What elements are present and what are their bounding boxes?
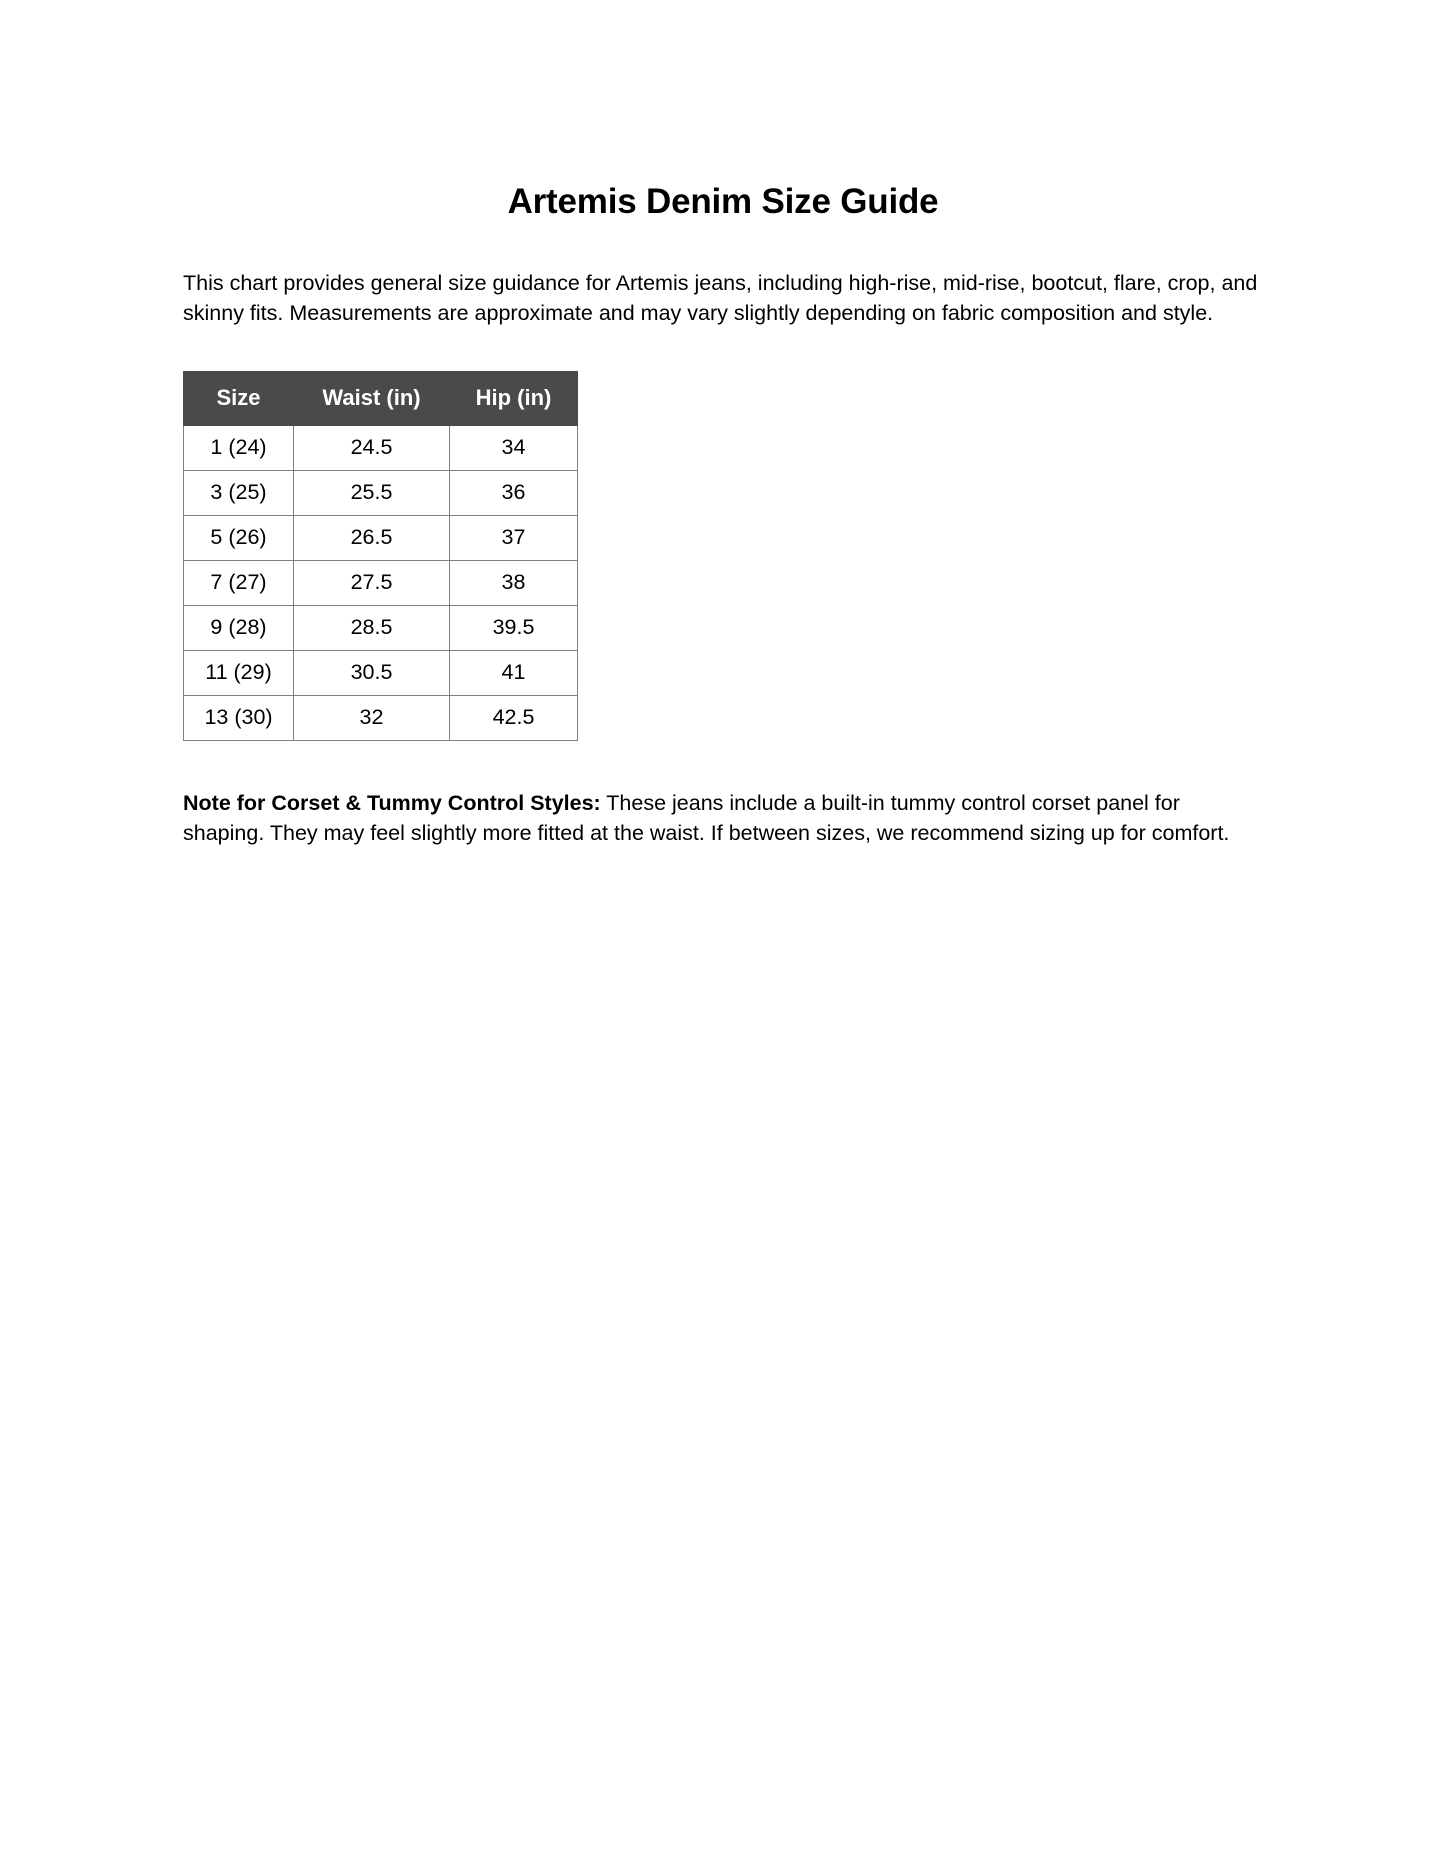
cell-waist: 30.5 bbox=[293, 650, 450, 697]
cell-hip: 39.5 bbox=[449, 605, 578, 652]
size-table-container: Size Waist (in) Hip (in) 1 (24) 24.5 34 … bbox=[183, 328, 1263, 742]
cell-size: 7 (27) bbox=[183, 560, 294, 607]
cell-waist: 24.5 bbox=[293, 425, 450, 472]
cell-size: 13 (30) bbox=[183, 695, 294, 742]
cell-hip: 42.5 bbox=[449, 695, 578, 742]
cell-waist: 26.5 bbox=[293, 515, 450, 562]
table-row: 9 (28) 28.5 39.5 bbox=[183, 605, 578, 652]
table-header-row: Size Waist (in) Hip (in) bbox=[183, 371, 578, 427]
column-header-size: Size bbox=[183, 371, 294, 427]
table-header: Size Waist (in) Hip (in) bbox=[183, 371, 578, 427]
cell-waist: 27.5 bbox=[293, 560, 450, 607]
page-title: Artemis Denim Size Guide bbox=[507, 182, 939, 221]
note-paragraph: Note for Corset & Tummy Control Styles: … bbox=[183, 741, 1248, 848]
table-row: 5 (26) 26.5 37 bbox=[183, 515, 578, 562]
column-header-hip: Hip (in) bbox=[449, 371, 578, 427]
note-text: These jeans include a built-in tummy con… bbox=[183, 791, 1230, 845]
size-chart-table: Size Waist (in) Hip (in) 1 (24) 24.5 34 … bbox=[183, 371, 578, 742]
cell-hip: 41 bbox=[449, 650, 578, 697]
table-row: 1 (24) 24.5 34 bbox=[183, 425, 578, 472]
cell-size: 5 (26) bbox=[183, 515, 294, 562]
cell-waist: 28.5 bbox=[293, 605, 450, 652]
table-body: 1 (24) 24.5 34 3 (25) 25.5 36 5 (26) 26.… bbox=[183, 425, 578, 742]
cell-waist: 25.5 bbox=[293, 470, 450, 517]
table-row: 3 (25) 25.5 36 bbox=[183, 470, 578, 517]
cell-hip: 34 bbox=[449, 425, 578, 472]
column-header-waist: Waist (in) bbox=[293, 371, 450, 427]
table-row: 7 (27) 27.5 38 bbox=[183, 560, 578, 607]
cell-size: 9 (28) bbox=[183, 605, 294, 652]
table-row: 13 (30) 32 42.5 bbox=[183, 695, 578, 742]
cell-hip: 37 bbox=[449, 515, 578, 562]
table-row: 11 (29) 30.5 41 bbox=[183, 650, 578, 697]
cell-hip: 36 bbox=[449, 470, 578, 517]
cell-size: 1 (24) bbox=[183, 425, 294, 472]
intro-paragraph: This chart provides general size guidanc… bbox=[183, 271, 1258, 325]
cell-size: 3 (25) bbox=[183, 470, 294, 517]
cell-size: 11 (29) bbox=[183, 650, 294, 697]
note-label: Note for Corset & Tummy Control Styles: bbox=[183, 791, 601, 816]
cell-hip: 38 bbox=[449, 560, 578, 607]
cell-waist: 32 bbox=[293, 695, 450, 742]
document-content: Artemis Denim Size Guide This chart prov… bbox=[183, 0, 1263, 848]
